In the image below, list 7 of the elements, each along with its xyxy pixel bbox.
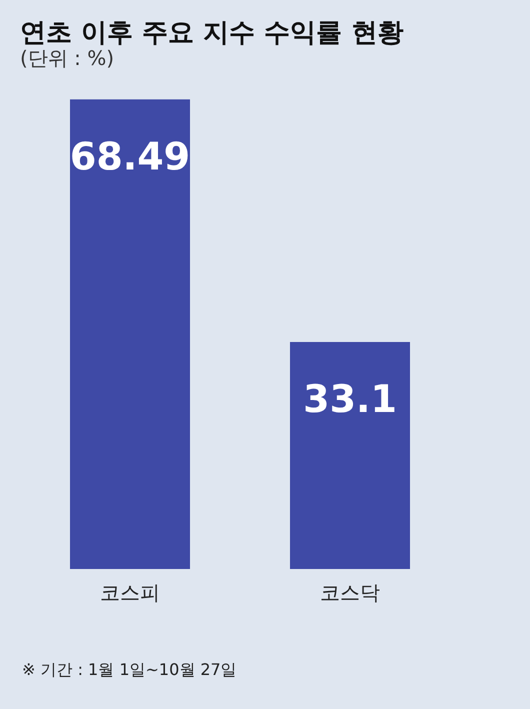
data-label: 33.1 xyxy=(303,377,397,422)
x-tick-label: 코스닥 xyxy=(320,580,380,604)
x-tick-label: 코스피 xyxy=(100,580,160,604)
chart-subtitle: (단위 : %) xyxy=(20,46,114,70)
text: ※ 기간 : 1월 1일~10월 27일 xyxy=(22,660,237,681)
data-label: 68.49 xyxy=(70,134,190,178)
chart-title: 연초 이후 주요 지수 수익률 현황 xyxy=(20,18,404,48)
